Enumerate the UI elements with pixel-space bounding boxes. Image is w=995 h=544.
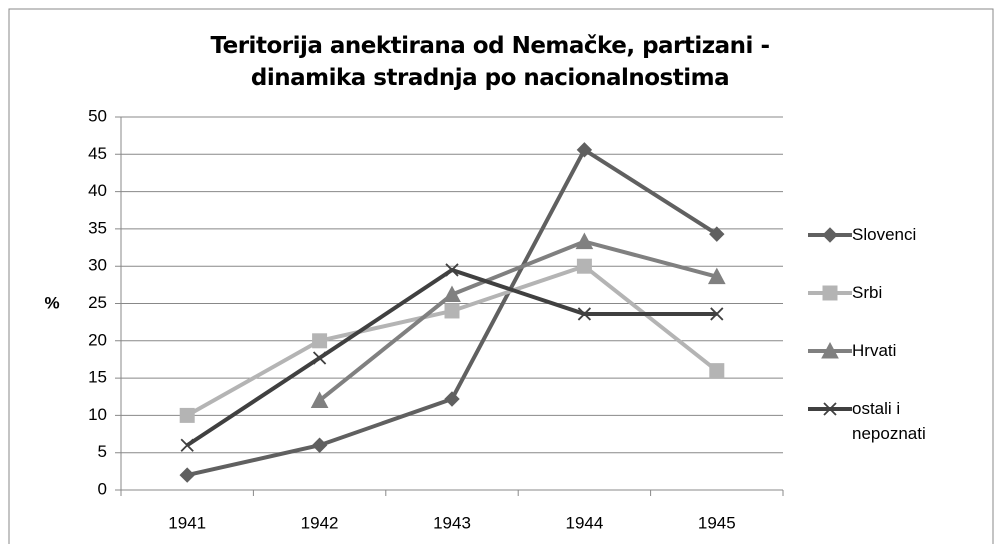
marker [575,232,594,250]
chart-title: Teritorija anektirana od Nemačke, partiz… [210,33,770,91]
marker [822,227,838,243]
marker [444,391,460,407]
x-tick-label: 1945 [698,513,736,532]
marker [312,333,328,349]
legend-icon [808,341,852,359]
legend-icon [808,285,852,301]
series-line [318,239,718,403]
legend-label: Hrvati [852,341,897,360]
legend-label: ostali i nepoznati [852,399,926,443]
legend: Slovenci Srbi Hrvati ostali i nepoznati [808,222,968,454]
legend-icon [808,227,852,243]
marker [444,303,460,319]
x-tick-label: 1942 [301,513,339,532]
marker [823,402,837,416]
y-tick-label: 35 [88,218,107,237]
y-tick-label: 15 [88,368,107,387]
y-axis-label: % [44,293,59,312]
marker [445,263,459,277]
y-tick-label: 45 [88,144,107,163]
y-tick-label: 25 [88,293,107,312]
marker [577,307,592,321]
marker [311,437,328,453]
marker [310,391,329,408]
legend-item: ostali i nepoznati [808,396,968,454]
y-tick-label: 50 [88,106,107,125]
marker [709,363,725,379]
legend-item: Srbi [808,280,968,338]
x-tick-label: 1944 [565,513,603,532]
marker [821,341,839,359]
marker [179,407,195,423]
legend-label: Slovenci [852,225,917,244]
marker [707,267,726,285]
marker [709,226,725,242]
frame [8,8,994,544]
marker [576,142,593,158]
legend-item: Slovenci [808,222,968,280]
y-tick-label: 10 [88,405,107,424]
marker [710,307,724,321]
marker [822,285,838,301]
y-tick-label: 40 [88,181,107,200]
x-tick-label: 1941 [168,513,206,532]
marker [180,438,194,452]
legend-item: Hrvati [808,338,968,396]
x-tick-label: 1943 [433,513,471,532]
marker [312,351,327,365]
marker [179,467,195,483]
marker [443,285,461,303]
y-tick-label: 20 [88,330,107,349]
y-tick-label: 5 [98,442,107,461]
legend-icon [808,402,852,416]
y-tick-label: 0 [98,479,107,498]
y-tick-label: 30 [88,256,107,275]
marker [576,258,592,274]
legend-label: Srbi [852,283,883,302]
